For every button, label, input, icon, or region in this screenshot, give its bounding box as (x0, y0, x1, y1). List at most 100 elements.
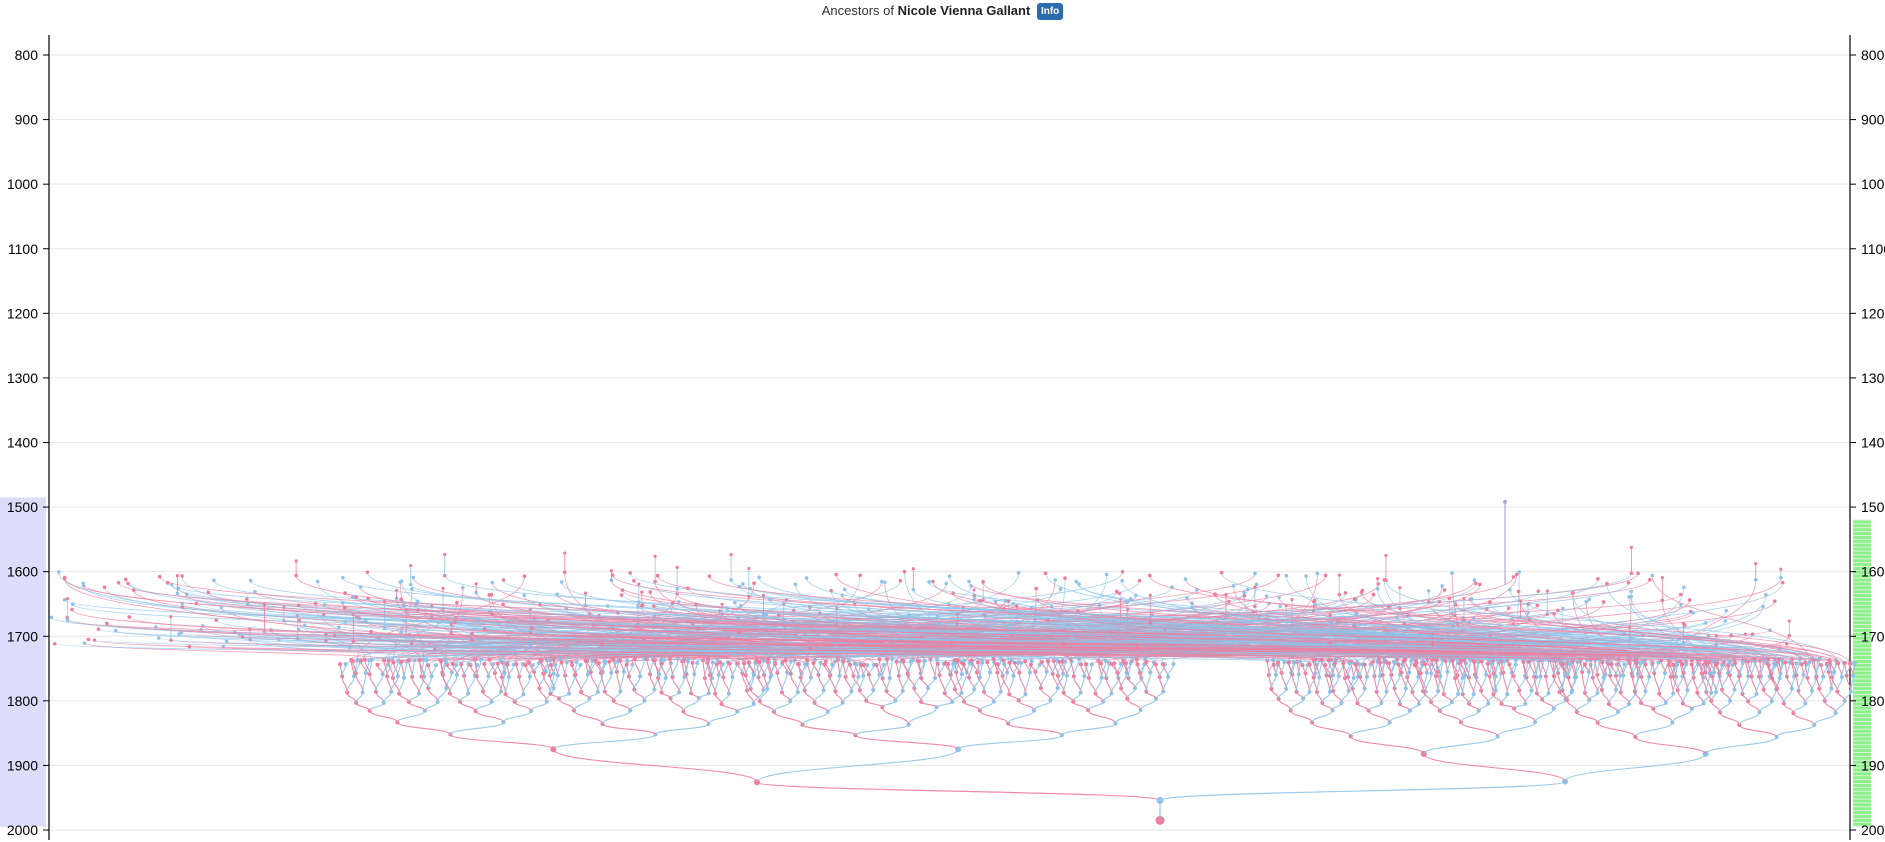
male-ancestor-dot (1277, 595, 1281, 599)
lineage-link (341, 676, 348, 693)
lineage-link (170, 639, 1786, 663)
female-ancestor-dot (1596, 577, 1600, 581)
lineage-link (538, 688, 548, 702)
male-ancestor-dot (62, 597, 67, 602)
female-ancestor-dot (343, 591, 347, 595)
lineage-link (177, 593, 1723, 666)
male-ancestor-dot (1264, 594, 1269, 598)
male-ancestor-dot (1723, 619, 1728, 623)
lineage-link (646, 658, 651, 675)
female-ancestor-dot (351, 613, 355, 617)
male-ancestor-dot (212, 578, 216, 583)
lineage-link (66, 619, 1790, 663)
female-ancestor-dot (175, 574, 180, 578)
female-ancestor-dot (1787, 619, 1791, 623)
lineage-link (973, 595, 1778, 664)
female-ancestor-dot (652, 604, 656, 608)
lineage-link (1634, 736, 1707, 755)
right-tick-label: 1600 (1861, 564, 1885, 580)
right-tick-label: 800 (1861, 47, 1885, 63)
lineage-link (690, 674, 695, 694)
lineage-link (854, 734, 959, 750)
info-button[interactable]: Info (1036, 3, 1064, 20)
female-ancestor-dot (1605, 581, 1609, 586)
male-ancestor-dot (1472, 578, 1477, 583)
male-ancestor-dot (840, 593, 845, 598)
lineage-link (1270, 674, 1277, 689)
lineage-link (362, 673, 367, 693)
lineage-link (449, 674, 458, 694)
lineage-link (633, 580, 1803, 665)
lineage-link (1008, 675, 1015, 695)
female-ancestor-dot (1043, 571, 1048, 576)
female-ancestor-dot (1328, 613, 1332, 617)
lineage-link (1382, 674, 1388, 692)
lineage-link (1304, 673, 1311, 693)
lineage-link (1376, 675, 1381, 692)
female-ancestor-dot (1784, 641, 1789, 646)
female-ancestor-dot (1002, 606, 1006, 611)
lineage-link (868, 674, 874, 691)
lineage-link (1837, 663, 1843, 678)
female-ancestor-dot (1772, 599, 1777, 603)
male-ancestor-dot (180, 601, 185, 606)
lineage-link (427, 688, 439, 703)
lineage-link (920, 661, 926, 678)
lineage-link (1368, 710, 1391, 723)
lineage-link (474, 710, 504, 723)
left-tick-label: 1500 (7, 499, 38, 515)
lineage-link (1127, 663, 1132, 678)
lineage-link (494, 672, 502, 692)
male-ancestor-dot (461, 585, 465, 590)
lineage-link (1480, 690, 1489, 704)
right-tick-label: 1900 (1861, 757, 1885, 773)
lineage-link (597, 672, 604, 693)
male-ancestor-dot (1235, 641, 1239, 645)
lineage-link (423, 660, 428, 677)
lineage-link (1063, 644, 1846, 664)
female-ancestor-dot (1636, 571, 1640, 576)
female-ancestor-dot (1376, 582, 1380, 586)
female-ancestor-dot (931, 579, 935, 584)
lineage-link (1545, 676, 1550, 694)
female-ancestor-dot (1750, 632, 1755, 636)
female-ancestor-dot (165, 580, 170, 585)
lineage-link (1721, 689, 1731, 701)
lineage-link (1674, 579, 1757, 666)
female-ancestor-dot (752, 581, 756, 586)
lineage-link (1308, 673, 1317, 693)
male-ancestor-dot (1313, 603, 1318, 607)
female-ancestor-dot (1779, 567, 1783, 571)
male-ancestor-dot (907, 613, 911, 617)
lineage-link (983, 672, 991, 692)
female-ancestor-dot (441, 586, 445, 590)
lineage-link (1576, 711, 1599, 723)
female-ancestor-dot (102, 585, 107, 590)
male-ancestor-dot (472, 627, 477, 632)
male-ancestor-dot (1452, 601, 1457, 605)
lineage-link (482, 676, 490, 692)
female-ancestor-dot (354, 595, 358, 599)
female-ancestor-dot (1545, 589, 1549, 593)
left-tick-label: 800 (15, 47, 39, 63)
lineage-link (474, 701, 493, 712)
lineage-link (881, 659, 888, 679)
left-year-band (0, 497, 46, 827)
female-ancestor-dot (620, 588, 625, 592)
lineage-link (1024, 672, 1031, 695)
male-ancestor-dot (804, 576, 809, 580)
lineage-link (561, 662, 566, 676)
lineage-link (756, 781, 1161, 801)
lineage-link (400, 598, 1830, 661)
lineage-link (1620, 675, 1624, 693)
lineage-link (1640, 702, 1654, 710)
lineage-link (660, 663, 667, 678)
left-tick-label: 1300 (7, 370, 38, 386)
female-ancestor-dot (1506, 606, 1511, 610)
lineage-link (1545, 660, 1550, 677)
lineage-link (397, 662, 402, 677)
lineage-link (1159, 780, 1566, 801)
lineage-link (1126, 698, 1142, 711)
male-ancestor-dot (49, 615, 54, 620)
